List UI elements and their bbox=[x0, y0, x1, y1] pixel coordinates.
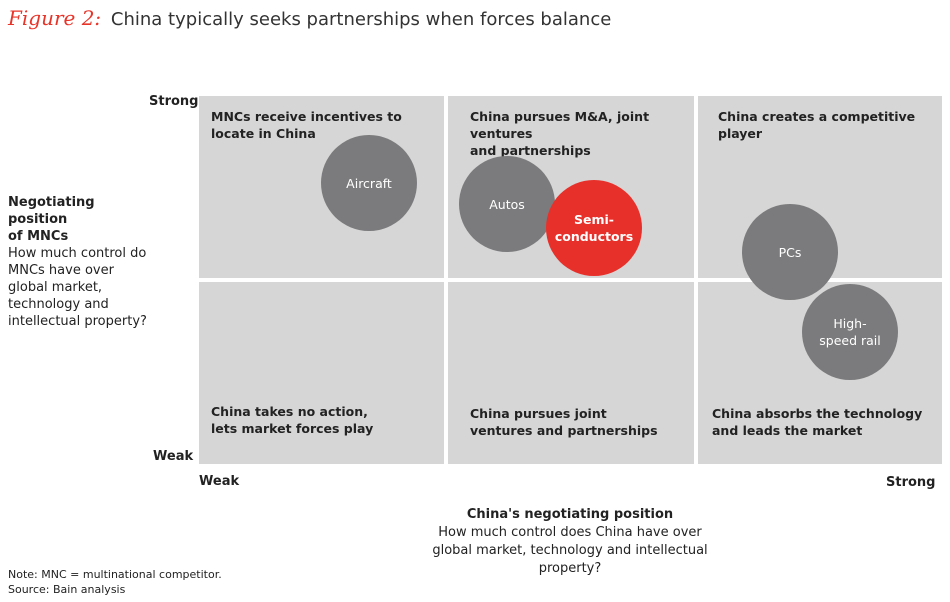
quadrant-bottom-left: China takes no action, lets market force… bbox=[199, 282, 444, 464]
x-axis-description-line2: global market, technology and intellectu… bbox=[432, 543, 708, 576]
footnote-source: Source: Bain analysis bbox=[8, 583, 126, 596]
quadrant-top-left-line1: MNCs receive incentives to bbox=[211, 109, 402, 124]
y-axis-title-line2: of MNCs bbox=[8, 229, 69, 244]
bubble-autos-label: Autos bbox=[489, 196, 525, 212]
bubble-pcs: PCs bbox=[742, 204, 838, 300]
x-axis-description-line1: How much control does China have over bbox=[438, 525, 702, 540]
bubble-semiconductors-line1: Semi- bbox=[574, 212, 614, 227]
bubble-high-speed-rail-line2: speed rail bbox=[819, 333, 881, 348]
quadrant-top-left-line2: locate in China bbox=[211, 126, 316, 141]
quadrant-bottom-middle-line1: China pursues joint bbox=[470, 406, 607, 421]
x-axis-title-bold: China's negotiating position bbox=[466, 507, 674, 522]
quadrant-bottom-middle: China pursues joint ventures and partner… bbox=[448, 282, 694, 464]
bubble-autos: Autos bbox=[459, 156, 555, 252]
bubble-aircraft-label: Aircraft bbox=[346, 175, 392, 191]
quadrant-bottom-left-line2: lets market forces play bbox=[211, 421, 374, 436]
quadrant-top-middle: China pursues M&A, joint ventures and pa… bbox=[448, 96, 694, 278]
quadrant-bottom-right-line1: China absorbs the technology bbox=[712, 406, 923, 421]
quadrant-top-right-line1: China creates a competitive player bbox=[718, 109, 916, 141]
bubble-high-speed-rail-line1: High- bbox=[833, 316, 867, 331]
quadrant-bottom-right-line2: and leads the market bbox=[712, 423, 863, 438]
footnote: Note: MNC = multinational competitor. So… bbox=[8, 567, 222, 597]
y-axis-weak-label: Weak bbox=[153, 449, 194, 464]
quadrant-top-middle-line1: China pursues M&A, joint ventures bbox=[470, 109, 650, 141]
bubble-aircraft: Aircraft bbox=[321, 135, 417, 231]
bubble-semiconductors-line2: conductors bbox=[554, 229, 634, 244]
bubble-pcs-label: PCs bbox=[778, 244, 802, 260]
y-axis-description: How much control do MNCs have over globa… bbox=[8, 246, 147, 329]
x-axis-strong-label: Strong bbox=[886, 475, 936, 490]
figure-label: Figure 2: bbox=[8, 6, 102, 30]
footnote-note: Note: MNC = multinational competitor. bbox=[8, 568, 222, 581]
x-axis-weak-label: Weak bbox=[199, 474, 240, 489]
y-axis-title: Negotiating position of MNCs How much co… bbox=[8, 194, 148, 330]
quadrant-bottom-left-line1: China takes no action, bbox=[211, 404, 368, 419]
bubble-semiconductors: Semi- conductors bbox=[546, 180, 642, 276]
x-axis-title: China's negotiating position How much co… bbox=[400, 506, 740, 578]
y-axis-strong-label: Strong bbox=[149, 94, 199, 109]
quadrant-bottom-middle-line2: ventures and partnerships bbox=[470, 423, 658, 438]
figure-title: Figure 2: China typically seeks partners… bbox=[8, 6, 611, 30]
figure-title-text: China typically seeks partnerships when … bbox=[110, 9, 612, 30]
quadrant-top-middle-line2: and partnerships bbox=[470, 143, 591, 158]
y-axis-title-line1: Negotiating position bbox=[8, 195, 95, 227]
bubble-high-speed-rail: High- speed rail bbox=[802, 284, 898, 380]
